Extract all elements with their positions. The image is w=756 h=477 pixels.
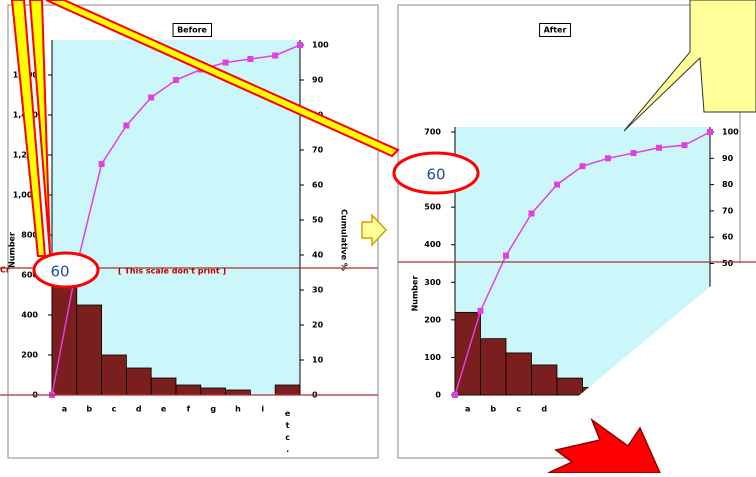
cumulative-marker	[580, 163, 586, 169]
y2-tick-label: 60	[312, 181, 324, 190]
x-tick-label: c	[516, 405, 521, 414]
cumulative-marker	[656, 145, 662, 151]
bar	[226, 390, 251, 395]
bar	[126, 368, 151, 395]
x-tick-label: a	[62, 405, 67, 414]
bar	[151, 378, 176, 395]
y2-tick-label: 10	[312, 356, 324, 365]
y-tick-label: 0	[435, 391, 441, 400]
y-tick-label: 500	[424, 203, 441, 212]
y-tick-label: 400	[21, 311, 38, 320]
y2-tick-label: 70	[312, 146, 324, 155]
bar	[201, 388, 226, 395]
y2-tick-label: 90	[312, 76, 324, 85]
cumulative-marker	[272, 53, 278, 59]
x-tick-label: d	[541, 405, 547, 414]
x-tick-label: b	[490, 405, 496, 414]
x-tick-label: a	[465, 405, 470, 414]
cumulative-marker	[148, 95, 154, 101]
cumulative-marker	[682, 142, 688, 148]
y2-tick-label: 40	[312, 251, 324, 260]
cumulative-marker	[452, 392, 458, 398]
bar	[532, 365, 558, 395]
x-tick-label: b	[86, 405, 92, 414]
cumulative-marker	[247, 56, 253, 62]
crop-label: Cr	[0, 266, 10, 275]
chart-title: Before	[177, 26, 207, 35]
x-tick-label: h	[235, 405, 241, 414]
y-tick-label: 300	[424, 278, 441, 287]
y2-tick-label: 100	[312, 41, 329, 50]
y-axis-label: Number	[411, 276, 420, 312]
cumulative-marker	[554, 182, 560, 188]
y2-tick-label: 50	[722, 259, 734, 268]
oval-label: 60	[50, 263, 69, 281]
y-tick-label: 200	[21, 351, 38, 360]
cumulative-marker	[503, 253, 509, 259]
cumulative-marker	[99, 161, 105, 167]
y2-tick-label: 20	[312, 321, 324, 330]
cumulative-marker	[297, 42, 303, 48]
y2-axis-label: Cumulative %	[340, 209, 349, 271]
bar	[176, 385, 201, 395]
y-axis-label: Number	[8, 232, 17, 268]
y2-tick-label: 80	[722, 180, 734, 189]
bar	[102, 355, 127, 395]
note: [ This scale don't print ]	[118, 267, 226, 276]
y-tick-label: 700	[424, 128, 441, 137]
oval-label: 60	[426, 166, 445, 184]
y2-tick-label: 100	[722, 128, 739, 137]
cumulative-marker	[173, 77, 179, 83]
y2-tick-label: 30	[312, 286, 324, 295]
x-tick-label: e	[161, 405, 167, 414]
bar	[481, 339, 507, 395]
cumulative-marker	[631, 150, 637, 156]
cumulative-marker	[223, 60, 229, 66]
cumulative-marker	[478, 308, 484, 314]
bar	[506, 353, 532, 395]
x-tick-label: c	[112, 405, 117, 414]
y2-tick-label: 70	[722, 206, 734, 215]
x-tick-label: etc.	[283, 409, 292, 457]
x-tick-label: d	[136, 405, 142, 414]
y-tick-label: 200	[424, 315, 441, 324]
cumulative-marker	[123, 123, 129, 129]
y-tick-label: 400	[424, 240, 441, 249]
cumulative-marker	[605, 155, 611, 161]
y-tick-label: 100	[424, 353, 441, 362]
bar	[77, 305, 102, 395]
bar	[557, 378, 583, 395]
x-tick-label: i	[261, 405, 264, 414]
x-tick-label: g	[210, 405, 216, 414]
chart-title: After	[544, 26, 567, 35]
cumulative-marker	[529, 211, 535, 217]
bar	[275, 385, 300, 395]
x-tick-label: f	[187, 405, 191, 414]
cumulative-marker	[707, 129, 713, 135]
y2-tick-label: 60	[722, 233, 734, 242]
y2-tick-label: 50	[312, 216, 324, 225]
y2-tick-label: 90	[722, 154, 734, 163]
